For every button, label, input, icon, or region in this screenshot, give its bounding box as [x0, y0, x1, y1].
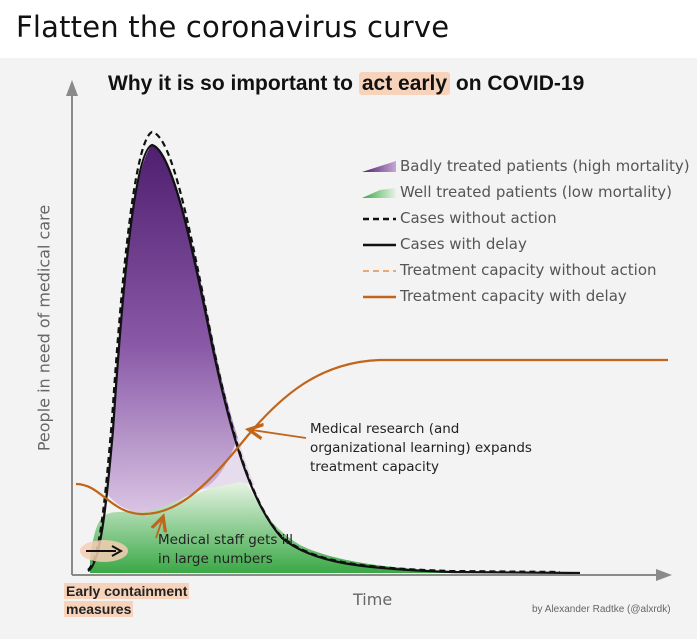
badly-treated-area — [108, 145, 238, 513]
legend-label: Cases without action — [400, 209, 557, 227]
chart-title-after: on COVID-19 — [450, 72, 585, 95]
orange-dashed-swatch — [363, 270, 396, 272]
staff-note-line: Medical staff gets ill — [158, 532, 293, 548]
research-note-line: Medical research (and — [310, 421, 460, 437]
research-note-line: treatment capacity — [310, 459, 440, 475]
legend-item-capacity-with-delay: Treatment capacity with delay — [360, 286, 690, 308]
author-credit: by Alexander Radtke (@alxrdk) — [532, 604, 671, 615]
black-dashed-swatch — [363, 217, 396, 221]
legend-label: Treatment capacity with delay — [400, 287, 627, 305]
green-gradient-swatch — [362, 188, 396, 198]
cases-without-action-line — [87, 130, 561, 574]
legend-label: Cases with delay — [400, 235, 527, 253]
research-note-line: organizational learning) expands — [310, 440, 532, 456]
x-axis-arrow — [656, 569, 672, 581]
legend-item-badly-treated: Badly treated patients (high mortality) — [360, 156, 690, 178]
legend-item-capacity-without-action: Treatment capacity without action — [360, 260, 690, 282]
x-axis-label: Time — [353, 590, 393, 609]
legend-label: Badly treated patients (high mortality) — [400, 157, 690, 175]
purple-gradient-swatch — [362, 161, 396, 172]
staff-note-line: in large numbers — [158, 551, 273, 567]
legend-item-well-treated: Well treated patients (low mortality) — [360, 182, 690, 204]
early-containment-label: Early containment measures — [64, 582, 190, 618]
legend-item-cases-without-action: Cases without action — [360, 208, 690, 230]
legend-label: Treatment capacity without action — [400, 261, 657, 279]
research-arrow — [252, 430, 307, 438]
early-containment-arrowhead — [111, 545, 124, 557]
chart-title-before: Why it is so important to — [108, 72, 359, 95]
early-containment-line: measures — [64, 601, 134, 617]
legend-label: Well treated patients (low mortality) — [400, 183, 672, 201]
chart-title: Why it is so important to act early on C… — [108, 72, 584, 96]
staff-note: Medical staff gets ill in large numbers — [158, 531, 293, 569]
page-title: Flatten the coronavirus curve — [16, 10, 450, 44]
cases-with-delay-line — [87, 143, 581, 575]
black-solid-swatch — [363, 243, 396, 247]
well-treated-area — [90, 478, 520, 573]
chart-title-highlight: act early — [358, 72, 451, 95]
capacity-with-delay-line — [75, 358, 668, 516]
research-note: Medical research (and organizational lea… — [310, 420, 532, 477]
legend-item-cases-with-delay: Cases with delay — [360, 234, 690, 256]
y-axis-arrow — [66, 80, 78, 96]
y-axis-label: People in need of medical care — [34, 204, 54, 452]
early-containment-line: Early containment — [64, 583, 190, 599]
badly-treated-fade — [200, 438, 255, 490]
orange-solid-swatch — [363, 295, 396, 299]
staff-arrow — [156, 520, 162, 539]
